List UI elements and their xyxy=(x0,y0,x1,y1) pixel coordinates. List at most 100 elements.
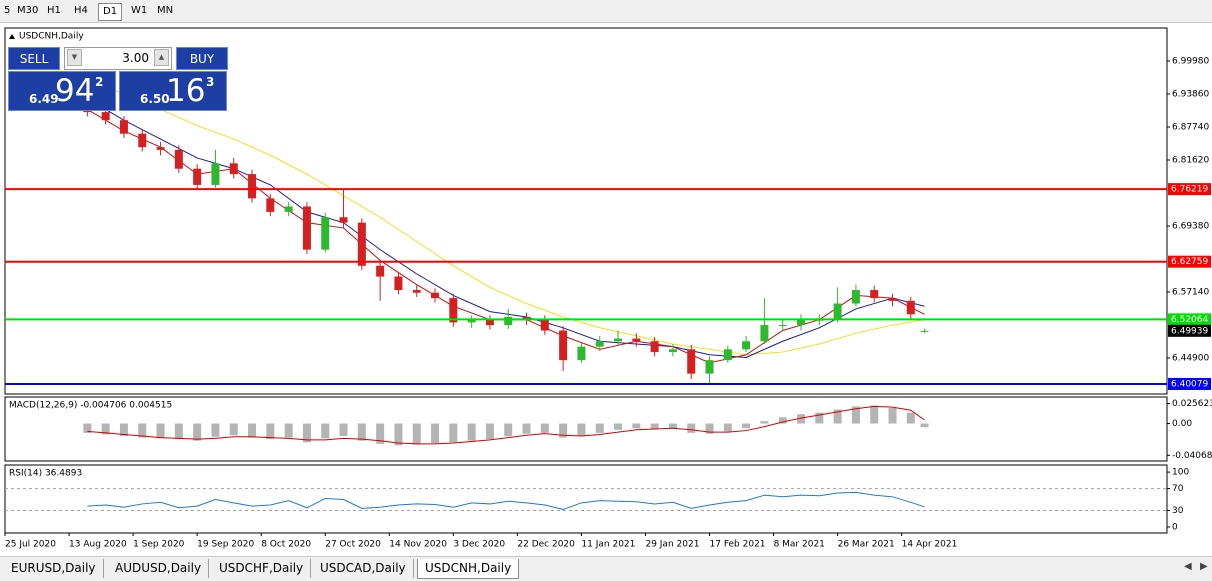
level-label: 6.52064 xyxy=(1171,315,1208,325)
lots-field[interactable]: 3.00 xyxy=(64,47,172,70)
y-tick-label: 6.99980 xyxy=(1172,56,1209,66)
macd-bar xyxy=(595,423,604,433)
macd-bar xyxy=(431,423,440,444)
lots-increase[interactable]: ▲ xyxy=(154,49,169,66)
macd-bar xyxy=(504,423,513,437)
title-icon xyxy=(9,34,15,39)
candle-body xyxy=(632,338,641,342)
candle-body xyxy=(687,349,696,374)
x-tick-label: 22 Dec 2020 xyxy=(517,540,575,550)
macd-signal xyxy=(87,405,925,445)
candle-body xyxy=(357,222,366,266)
scroll-left[interactable]: ◀ xyxy=(1184,561,1192,572)
candle-body xyxy=(449,298,458,323)
candle-body xyxy=(851,290,860,304)
y-tick-label: 6.81620 xyxy=(1172,155,1209,165)
macd-bar xyxy=(650,423,659,429)
scroll-right[interactable]: ▶ xyxy=(1200,561,1208,572)
period-button[interactable]: H1 xyxy=(47,5,61,16)
chart-tab[interactable]: USDCHF,Daily xyxy=(212,559,312,578)
macd-bar xyxy=(266,423,275,440)
period-button[interactable]: D1 xyxy=(98,3,123,21)
candle-body xyxy=(723,349,732,361)
macd-bar xyxy=(211,423,220,437)
ask-quote[interactable]: 6.50 16 3 xyxy=(119,71,227,111)
bid-big: 6.49 xyxy=(29,92,59,106)
macd-bar xyxy=(540,423,549,433)
candle-body xyxy=(485,319,494,326)
x-tick-label: 11 Jan 2021 xyxy=(581,540,635,550)
y-tick-label: 70 xyxy=(1172,484,1184,494)
y-tick-label: 100 xyxy=(1172,468,1189,478)
period-button[interactable]: 5 xyxy=(4,5,11,16)
macd-bar xyxy=(449,423,458,443)
ask-pips: 16 xyxy=(166,73,206,109)
x-tick-label: 27 Oct 2020 xyxy=(325,540,381,550)
panel-frame xyxy=(4,464,1168,534)
level-label-box xyxy=(1168,377,1211,390)
level-label: 6.62759 xyxy=(1171,257,1208,267)
bid-pips: 94 xyxy=(55,73,95,109)
candle-body xyxy=(742,341,751,350)
macd-bar xyxy=(394,423,403,446)
macd-bar xyxy=(522,423,531,434)
y-tick-label: 6.57140 xyxy=(1172,287,1209,297)
bid-quote[interactable]: 6.49 94 2 xyxy=(8,71,116,111)
macd-bar xyxy=(906,412,915,424)
candle-body xyxy=(888,298,897,301)
candle-body xyxy=(559,330,568,361)
period-button[interactable]: H4 xyxy=(74,5,88,16)
macd-bar xyxy=(559,423,568,438)
y-tick-label: 0 xyxy=(1172,522,1178,532)
x-tick-label: 8 Oct 2020 xyxy=(261,540,311,550)
candle-body xyxy=(906,300,915,315)
candle-body xyxy=(797,319,806,326)
candle-body xyxy=(211,163,220,185)
indicator-title: RSI(14) 36.4893 xyxy=(9,469,82,479)
macd-bar xyxy=(284,423,293,438)
candle-body xyxy=(248,174,257,199)
candle-body xyxy=(101,112,110,121)
buy-button[interactable]: BUY xyxy=(176,47,228,70)
candle-body xyxy=(522,317,531,320)
macd-bar xyxy=(412,423,421,445)
macd-bar xyxy=(815,412,824,424)
chart-tab[interactable]: AUDUSD,Daily xyxy=(108,559,210,578)
chart-tab[interactable]: EURUSD,Daily xyxy=(4,559,104,578)
bid-fraction: 2 xyxy=(95,75,104,89)
one-click-trading-panel: SELL 3.00 ▼ ▲ BUY 6.49 94 2 6.50 16 3 xyxy=(8,47,228,111)
macd-bar xyxy=(833,409,842,424)
candle-body xyxy=(504,317,513,326)
candle-body xyxy=(595,341,604,347)
y-tick-label: 6.93860 xyxy=(1172,89,1209,99)
chart-tab[interactable]: USDCAD,Daily xyxy=(313,559,414,578)
macd-bar xyxy=(577,423,586,437)
candle-body xyxy=(920,330,929,332)
candle-body xyxy=(614,338,623,342)
candle-body xyxy=(833,303,842,320)
lots-decrease[interactable]: ▼ xyxy=(67,49,82,66)
sell-button[interactable]: SELL xyxy=(8,47,60,70)
candle-body xyxy=(302,206,311,250)
macd-bar xyxy=(357,423,366,441)
y-tick-label: 0.025623 xyxy=(1172,399,1212,409)
chart-tab[interactable]: USDCNH,Daily xyxy=(417,559,520,579)
period-button[interactable]: MN xyxy=(157,5,174,16)
period-button[interactable]: M30 xyxy=(17,5,39,16)
y-tick-label: 6.44900 xyxy=(1172,353,1209,363)
x-tick-label: 14 Nov 2020 xyxy=(389,540,447,550)
rsi-line xyxy=(87,491,925,510)
chart-tabs: EURUSD,Daily AUDUSD,Daily USDCHF,Daily U… xyxy=(0,556,1212,581)
chart-background xyxy=(0,23,1212,556)
macd-bar xyxy=(797,414,806,424)
candle-body xyxy=(577,346,586,361)
candle-body xyxy=(156,147,165,150)
level-label: 6.40079 xyxy=(1171,379,1208,389)
chart: 6.99980 6.93860 6.87740 6.81620 6.69380 6.571… xyxy=(0,23,1212,556)
macd-bar xyxy=(193,423,202,441)
period-button[interactable]: W1 xyxy=(131,5,148,16)
candle-body xyxy=(650,341,659,353)
candle-body xyxy=(321,217,330,250)
candle-body xyxy=(540,319,549,331)
